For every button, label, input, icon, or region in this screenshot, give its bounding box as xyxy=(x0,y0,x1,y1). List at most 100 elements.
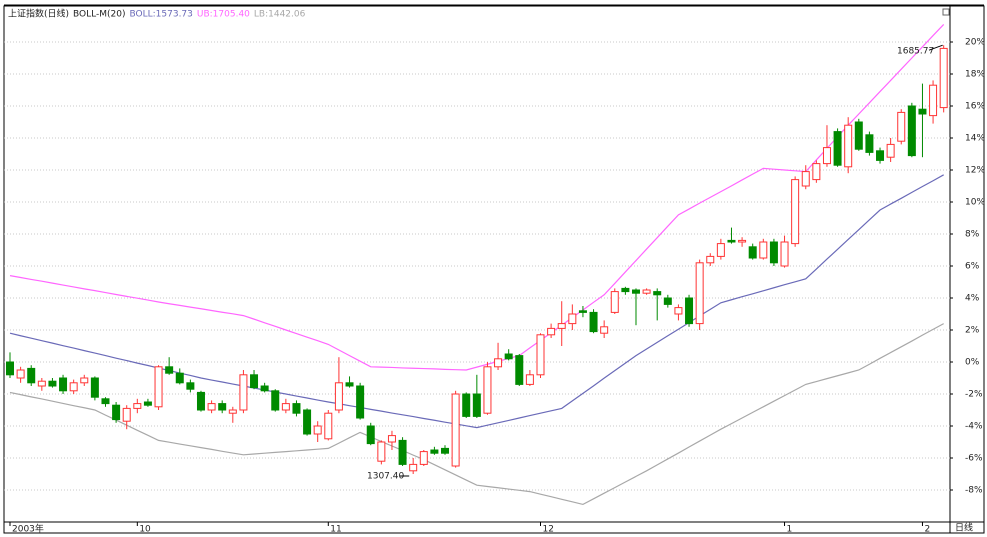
candle-body xyxy=(430,449,439,454)
y-tick-label: -8% xyxy=(965,486,983,496)
candle-body xyxy=(663,297,672,305)
y-tick-label: 12% xyxy=(965,166,985,176)
candle-body xyxy=(133,403,142,409)
candle-body xyxy=(865,134,874,153)
boll-line xyxy=(9,323,944,506)
candle-body xyxy=(876,150,885,161)
candle-body xyxy=(398,439,407,465)
candle-body xyxy=(228,409,237,414)
candle-body xyxy=(685,297,694,325)
header-text: 上证指数(日线) xyxy=(8,8,69,20)
candle-body xyxy=(16,369,25,379)
candle-body xyxy=(281,403,290,411)
candle-body xyxy=(642,289,651,294)
y-tick-label: 20% xyxy=(965,38,985,48)
candle-body xyxy=(6,361,14,376)
y-tick-label: -6% xyxy=(965,454,983,464)
candle-body xyxy=(143,401,152,406)
candle-body xyxy=(621,287,630,293)
candle-body xyxy=(345,382,354,387)
candle-body xyxy=(122,407,131,422)
candle-body xyxy=(218,403,227,411)
candle-body xyxy=(37,380,46,387)
candle-body xyxy=(260,385,269,392)
candle-body xyxy=(674,307,683,315)
x-tick-label: 10 xyxy=(139,525,151,535)
candle-body xyxy=(600,326,609,334)
candle-body xyxy=(780,241,789,267)
candle-body xyxy=(483,366,492,414)
candle-body xyxy=(557,323,566,329)
annotation-arrow xyxy=(928,44,943,51)
candle-body xyxy=(334,382,343,411)
candle-body xyxy=(748,246,757,259)
candle-body xyxy=(918,108,927,115)
candle-body xyxy=(716,243,725,257)
y-tick-label: 18% xyxy=(965,70,985,80)
candle-body xyxy=(451,393,460,467)
candle-body xyxy=(812,163,821,181)
candle-body xyxy=(356,385,365,419)
y-tick-label: 10% xyxy=(965,198,985,208)
candle-body xyxy=(801,171,810,187)
annotation: 1685.77 xyxy=(897,47,934,57)
candle-body xyxy=(578,310,587,313)
candle-body xyxy=(112,404,121,421)
annotation: 1307.40 xyxy=(367,472,404,482)
candle-body xyxy=(897,111,906,142)
y-tick-label: 2% xyxy=(965,326,980,336)
legend-entry: UB:1705.40 xyxy=(197,10,250,20)
candle-body xyxy=(207,403,216,411)
candle-body xyxy=(907,105,916,157)
boll-line xyxy=(9,23,945,371)
candle-body xyxy=(695,262,704,325)
y-tick-label: 6% xyxy=(965,262,980,272)
candle-body xyxy=(69,382,78,392)
y-tick-label: -4% xyxy=(965,422,983,432)
candle-body xyxy=(854,121,863,150)
candle-body xyxy=(154,366,163,408)
candle-body xyxy=(568,313,577,325)
x-tick-label: 12 xyxy=(543,525,554,535)
candle-body xyxy=(366,425,375,445)
candle-body xyxy=(727,239,736,243)
candle-body xyxy=(653,291,662,296)
candle-body xyxy=(547,327,556,336)
legend-entry: BOLL:1573.73 xyxy=(130,10,193,20)
x-tick-label: 11 xyxy=(330,525,341,535)
legend-entry: LB:1442.06 xyxy=(254,10,306,20)
period-label: 日线 xyxy=(955,522,973,534)
candle-body xyxy=(292,403,301,414)
candle-body xyxy=(441,447,450,454)
y-tick-label: 0% xyxy=(965,358,980,368)
candle-body xyxy=(313,425,322,435)
x-tick-label: 1 xyxy=(787,525,793,535)
candle-body xyxy=(822,147,831,165)
candle-body xyxy=(27,367,36,384)
candle-body xyxy=(250,374,259,389)
candle-body xyxy=(589,311,598,333)
candle-body xyxy=(515,355,524,385)
candle-body xyxy=(377,441,386,462)
header-text: BOLL-M(20) xyxy=(73,10,125,20)
candle-body xyxy=(324,412,333,440)
candle-body xyxy=(886,143,895,158)
y-tick-label: 14% xyxy=(965,134,985,144)
x-tick-label: 2003年 xyxy=(12,523,44,535)
candle-body xyxy=(239,374,248,411)
y-tick-label: 16% xyxy=(965,102,985,112)
candle-body xyxy=(939,47,948,109)
candle-body xyxy=(536,334,545,376)
candle-body xyxy=(101,398,110,405)
candle-body xyxy=(196,391,205,411)
candle-body xyxy=(738,239,747,243)
candle-body xyxy=(165,366,174,374)
y-tick-label: 4% xyxy=(965,294,980,304)
candle-body xyxy=(472,393,481,417)
candle-body xyxy=(759,241,768,259)
candle-body xyxy=(769,241,778,264)
candle-body xyxy=(525,374,534,385)
candle-body xyxy=(791,179,800,245)
candle-body xyxy=(186,382,195,390)
